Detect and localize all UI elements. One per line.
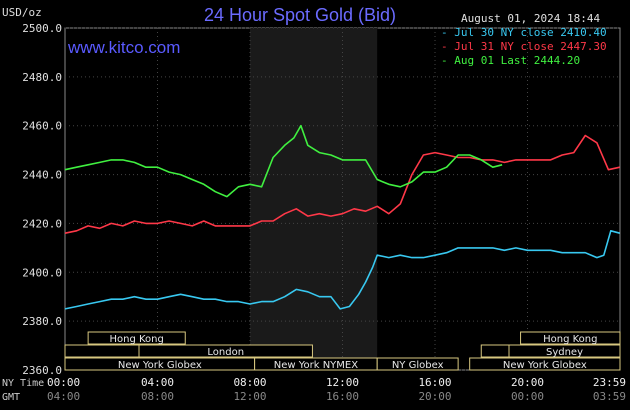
session-bar — [87, 331, 186, 345]
x-tick-label-gmt: 12:00 — [233, 390, 266, 403]
session-label: Sydney — [546, 347, 583, 358]
session-bar — [64, 344, 140, 358]
y-tick-label: 2500.0 — [22, 22, 62, 35]
x-tick-label-gmt: 00:00 — [511, 390, 544, 403]
y-axis: 2360.0 2380.0 2400.0 2420.0 2440.0 2460.0 2480… — [22, 22, 62, 377]
x-tick-label-ny: 23:59 — [593, 376, 626, 389]
session-label: Hong Kong — [110, 334, 164, 345]
y-tick-label: 2380.0 — [22, 315, 62, 328]
session-bar — [520, 331, 621, 345]
site-watermark[interactable]: www.kitco.com — [68, 38, 181, 57]
y-tick-label: 2480.0 — [22, 71, 62, 84]
session-label: New York Globex — [503, 360, 587, 371]
legend: - Jul 30 NY close 2410.40 - Jul 31 NY cl… — [441, 26, 607, 68]
x-tick-label-gmt: 08:00 — [141, 390, 174, 403]
session-bar — [376, 357, 459, 371]
nymex-session-highlight — [250, 28, 378, 370]
session-bar — [508, 344, 621, 358]
chart-title: 24 Hour Spot Gold (Bid) — [203, 5, 397, 25]
session-label: London — [207, 347, 244, 358]
legend-item-jul31: - Jul 31 NY close 2447.30 — [441, 40, 607, 53]
x-tick-label-gmt: 20:00 — [418, 390, 451, 403]
timestamp: August 01, 2024 18:44 — [461, 12, 601, 25]
series-line — [64, 134, 620, 234]
x-tick-label-ny: 12:00 — [326, 376, 359, 389]
series-line — [64, 124, 503, 198]
x-tick-label-ny: 08:00 — [233, 376, 266, 389]
ny-time-label: NY Time — [2, 378, 45, 389]
session-bar — [138, 344, 313, 358]
session-bar — [480, 344, 510, 358]
x-tick-label-gmt: 04:00 — [47, 390, 80, 403]
market-sessions: Hong Kong Hong Kong London Sydney New York G… — [64, 331, 621, 371]
series-lines — [64, 124, 621, 310]
session-label: NY Globex — [392, 360, 444, 371]
y-tick-label: 2460.0 — [22, 120, 62, 133]
legend-item-aug01: - Aug 01 Last 2444.20 — [441, 54, 581, 67]
legend-item-jul30: - Jul 30 NY close 2410.40 — [441, 26, 607, 39]
y-axis-unit: USD/oz — [2, 6, 42, 19]
session-label: Hong Kong — [543, 334, 597, 345]
x-axis: 00:0004:0004:0008:0008:0012:0012:0016:00… — [47, 376, 626, 403]
gmt-label: GMT — [2, 392, 21, 403]
session-label: New York NYMEX — [274, 360, 359, 371]
y-tick-label: 2400.0 — [22, 266, 62, 279]
x-tick-label-ny: 16:00 — [418, 376, 451, 389]
x-tick-label-ny: 04:00 — [141, 376, 174, 389]
x-tick-label-ny: 20:00 — [511, 376, 544, 389]
y-tick-label: 2420.0 — [22, 217, 62, 230]
series-line — [64, 230, 621, 310]
x-tick-label-gmt: 16:00 — [326, 390, 359, 403]
x-tick-label-gmt: 03:59 — [593, 390, 626, 403]
session-label: New York Globex — [118, 360, 202, 371]
session-bar — [469, 357, 621, 371]
y-tick-label: 2440.0 — [22, 169, 62, 182]
x-tick-label-ny: 00:00 — [47, 376, 80, 389]
y-tick-label: 2360.0 — [22, 364, 62, 377]
